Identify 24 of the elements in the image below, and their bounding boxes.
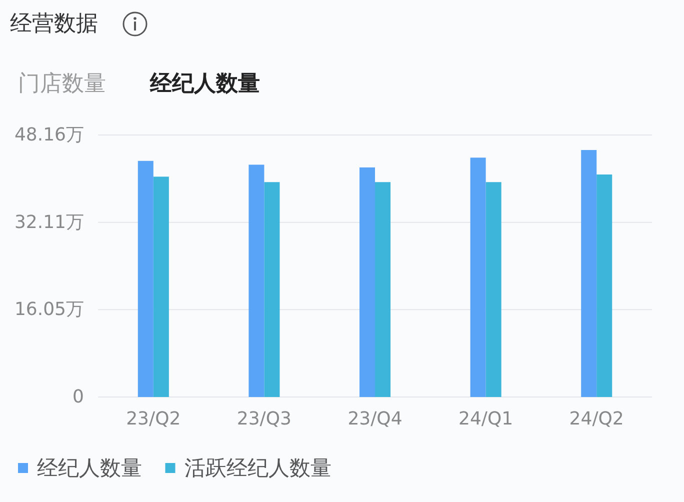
x-tick-label: 23/Q3	[236, 408, 292, 430]
bar	[138, 160, 154, 397]
legend-label: 经纪人数量	[37, 456, 142, 480]
y-tick-label: 32.11万	[14, 212, 84, 233]
bar	[375, 182, 391, 397]
legend-label: 活跃经纪人数量	[184, 456, 332, 480]
y-tick-label: 16.05万	[14, 299, 84, 320]
x-tick-label: 24/Q1	[458, 408, 514, 430]
y-tick-label: 48.16万	[14, 124, 84, 146]
bar	[359, 167, 375, 397]
x-tick-label: 24/Q2	[569, 408, 624, 430]
chart-subtitle: 经纪人数量	[149, 72, 260, 96]
bar	[596, 174, 612, 397]
bar	[264, 182, 280, 397]
bar	[581, 150, 597, 397]
x-tick-label: 23/Q4	[348, 408, 402, 430]
bar	[153, 176, 169, 397]
x-tick-label: 23/Q2	[126, 408, 181, 430]
bar	[486, 182, 502, 397]
text: 门店数量	[18, 72, 106, 96]
chart-title: 经营数据	[10, 12, 98, 36]
bar	[248, 164, 264, 397]
bar	[470, 158, 486, 397]
y-tick-label: 0	[72, 386, 84, 408]
